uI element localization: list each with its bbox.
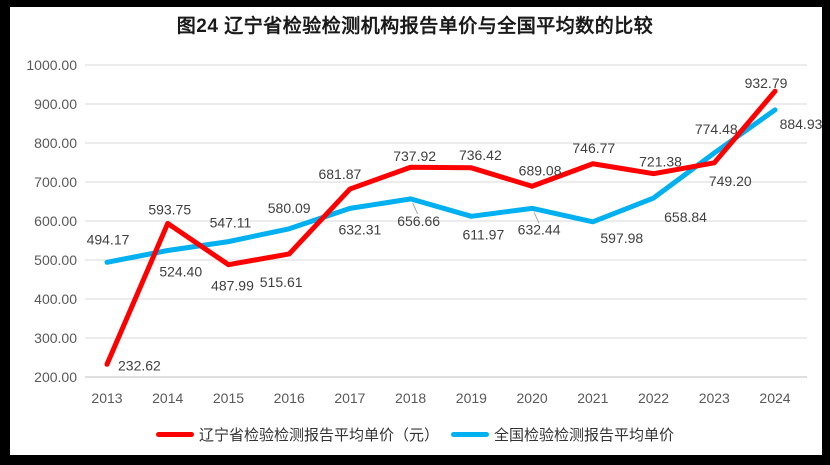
y-axis-tick-label: 500.00 xyxy=(34,252,77,268)
series-line-liaoning xyxy=(104,88,778,367)
y-axis-tick-label: 600.00 xyxy=(34,213,77,229)
x-axis-tick-label: 2016 xyxy=(274,390,305,406)
legend-swatch-liaoning-icon xyxy=(155,431,194,437)
data-label: 681.87 xyxy=(318,166,361,182)
data-label: 656.66 xyxy=(397,213,440,229)
x-axis-tick-label: 2019 xyxy=(456,390,487,406)
data-label: 232.62 xyxy=(118,357,161,373)
legend-item-liaoning: 辽宁省检验检测报告平均单价（元） xyxy=(155,424,439,445)
data-label: 597.98 xyxy=(600,230,643,246)
data-label: 593.75 xyxy=(148,201,191,217)
label-leader-line xyxy=(412,202,419,215)
chart-surface xyxy=(10,7,822,455)
data-label: 515.61 xyxy=(260,274,303,290)
x-axis-tick-label: 2013 xyxy=(91,390,122,406)
x-axis-tick-label: 2015 xyxy=(213,390,244,406)
legend-label-national: 全国检验检测报告平均单价 xyxy=(494,426,675,444)
y-axis-tick-label: 800.00 xyxy=(34,135,77,151)
data-label: 611.97 xyxy=(462,226,504,242)
data-label: 689.08 xyxy=(519,162,562,178)
data-label: 721.38 xyxy=(639,154,682,170)
data-label: 746.77 xyxy=(572,140,615,156)
data-label: 884.93 xyxy=(780,116,823,132)
y-axis-tick-label: 1000.00 xyxy=(26,57,77,73)
data-label: 487.99 xyxy=(211,278,254,294)
y-axis-tick-label: 700.00 xyxy=(34,174,77,190)
x-axis-tick-label: 2024 xyxy=(759,390,790,406)
data-label: 749.20 xyxy=(709,173,752,189)
data-label: 737.92 xyxy=(393,148,436,164)
y-axis-tick-label: 200.00 xyxy=(34,369,77,385)
data-label: 494.17 xyxy=(87,231,130,247)
x-axis-tick-label: 2014 xyxy=(152,390,183,406)
data-label: 580.09 xyxy=(268,200,311,216)
x-axis-tick-label: 2022 xyxy=(638,390,669,406)
data-label: 632.44 xyxy=(518,221,561,237)
label-leader-line xyxy=(533,212,540,224)
data-label: 524.40 xyxy=(159,263,202,279)
x-axis-tick-label: 2021 xyxy=(577,390,608,406)
data-label: 932.79 xyxy=(745,75,788,91)
x-axis-tick-label: 2017 xyxy=(334,390,365,406)
chart-title: 图24 辽宁省检验检测机构报告单价与全国平均数的比较 xyxy=(176,16,654,37)
data-label: 632.31 xyxy=(338,221,381,237)
legend-item-national: 全国检验检测报告平均单价 xyxy=(451,424,674,445)
data-label: 774.48 xyxy=(695,121,738,137)
y-axis-tick-label: 900.00 xyxy=(34,96,77,112)
chart-legend: 辽宁省检验检测报告平均单价（元） 全国检验检测报告平均单价 xyxy=(0,423,830,445)
data-label: 547.11 xyxy=(210,215,252,231)
x-axis-tick-label: 2020 xyxy=(517,390,548,406)
y-axis-tick-label: 300.00 xyxy=(34,330,77,346)
x-axis-tick-label: 2023 xyxy=(699,390,730,406)
y-axis-tick-label: 400.00 xyxy=(34,291,77,307)
legend-label-liaoning: 辽宁省检验检测报告平均单价（元） xyxy=(198,426,439,444)
data-label: 658.84 xyxy=(664,209,707,225)
legend-swatch-national-icon xyxy=(451,431,489,437)
data-label: 736.42 xyxy=(459,147,502,163)
series-line-national xyxy=(104,107,778,265)
x-axis-tick-label: 2018 xyxy=(395,390,426,406)
